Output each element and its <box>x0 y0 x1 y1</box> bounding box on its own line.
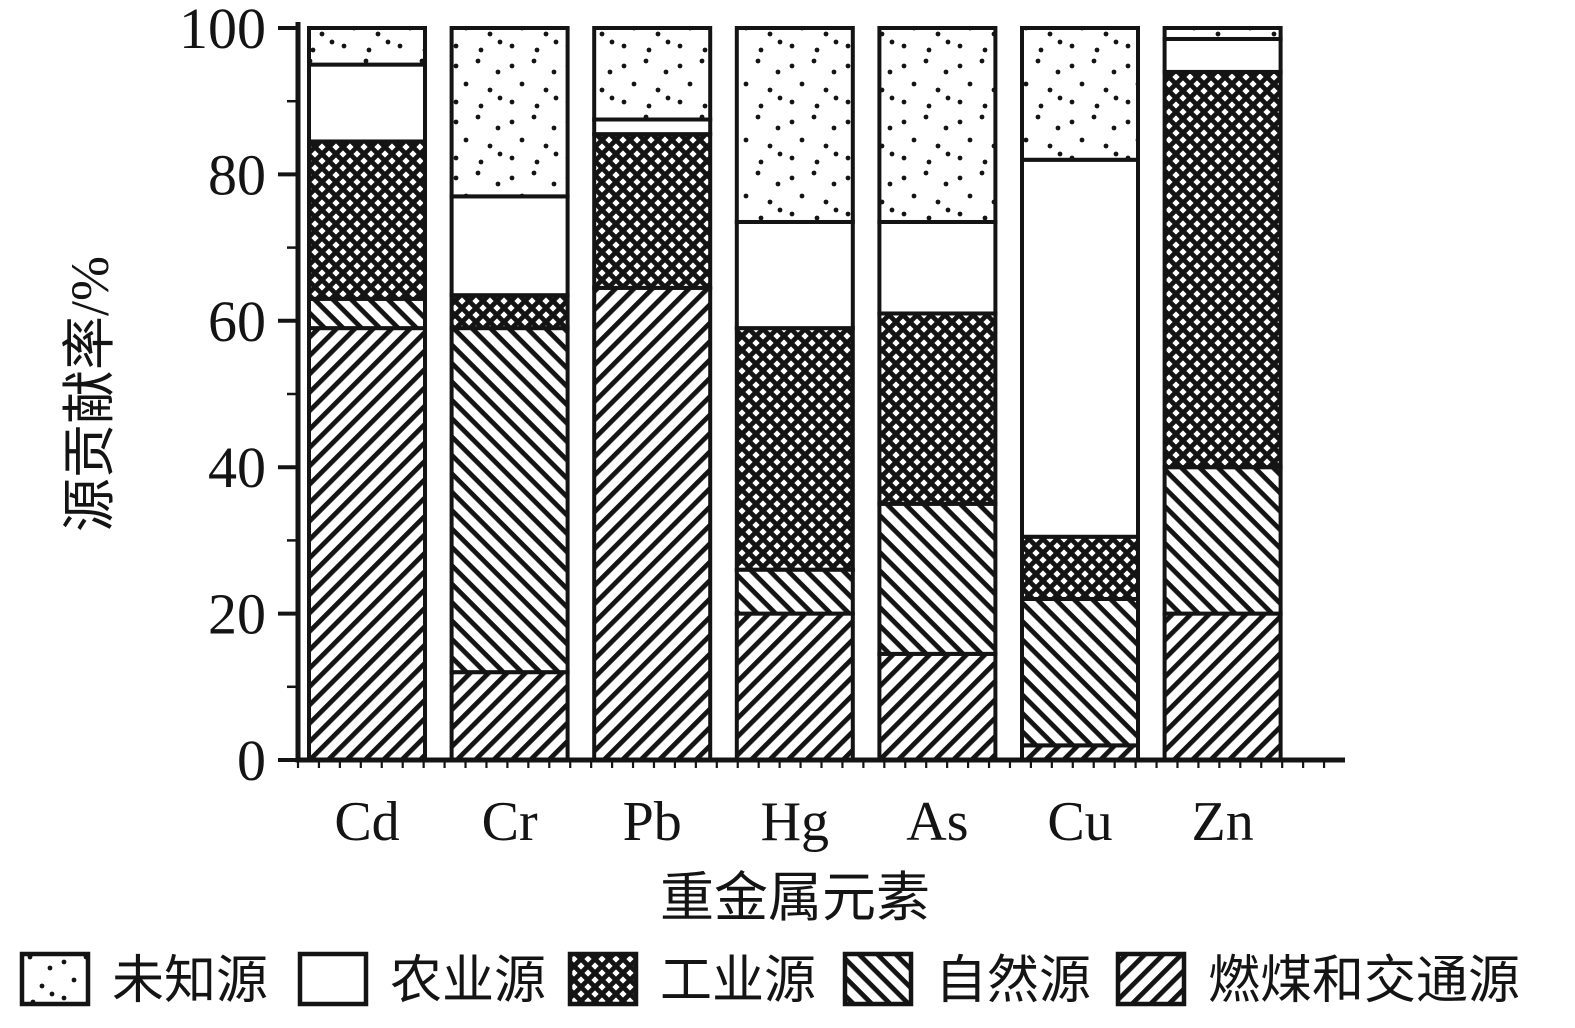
y-tick-label: 100 <box>179 0 266 61</box>
bar-segment-Pb <box>592 26 713 122</box>
bar-segment-As <box>877 501 998 656</box>
category-label-Pb: Pb <box>623 791 682 853</box>
bar-segment-Zn <box>1162 36 1283 74</box>
bar-segment-Cu <box>1020 157 1140 539</box>
bar-segment-Hg <box>734 26 855 224</box>
bar-segment-Cd <box>307 296 427 331</box>
y-tick-label: 0 <box>237 728 266 793</box>
bar-segment-Pb <box>592 285 713 762</box>
y-tick-label: 80 <box>208 142 266 207</box>
bar-segment-Cr <box>449 670 570 762</box>
legend: 未知源 农业源 工业源 自然源 燃煤和交通源 <box>19 951 1520 1010</box>
legend-swatch-crosshatch <box>567 951 639 1007</box>
bar-segment-Hg <box>734 611 855 762</box>
bar-segment-As <box>877 651 998 762</box>
x-axis-title: 重金属元素 <box>660 868 930 928</box>
bar-segment-Cr <box>449 26 570 199</box>
category-label-Cr: Cr <box>482 791 538 853</box>
legend-swatch-backslash-hatch <box>842 951 914 1007</box>
legend-label: 未知源 <box>112 953 268 1010</box>
bar-segment-Cu <box>1020 26 1140 162</box>
bar-segment-Cu <box>1020 596 1140 748</box>
bar-segment-Cd <box>307 26 427 67</box>
category-label-Hg: Hg <box>761 791 829 853</box>
legend-item: 工业源 <box>567 951 816 1010</box>
y-tick-label: 60 <box>208 289 266 354</box>
legend-item: 燃煤和交通源 <box>1115 951 1520 1010</box>
bar-segment-Hg <box>734 567 855 616</box>
bar-segment-Cd <box>307 139 427 301</box>
legend-item: 未知源 <box>19 951 268 1010</box>
bar-segment-Hg <box>734 219 855 331</box>
category-label-Cu: Cu <box>1047 791 1112 853</box>
bar-segment-Cd <box>307 62 427 144</box>
bar-segment-Cr <box>449 293 570 331</box>
y-tick-label: 40 <box>208 435 266 500</box>
bar-segment-As <box>877 311 998 506</box>
bar-segment-As <box>877 219 998 316</box>
legend-label: 工业源 <box>660 953 816 1010</box>
legend-swatch-dots <box>19 951 91 1007</box>
legend-label: 自然源 <box>935 953 1091 1010</box>
axes <box>278 22 1345 768</box>
bar-segment-Cd <box>307 326 427 762</box>
category-label-Cd: Cd <box>334 791 399 853</box>
bar-segment-As <box>877 26 998 224</box>
legend-item: 农业源 <box>297 951 546 1010</box>
y-tick-labels: 0 20 40 60 80 100 <box>179 0 266 793</box>
bar-segment-Zn <box>1162 69 1283 470</box>
bar-segment-Zn <box>1162 465 1283 616</box>
legend-swatch-blank <box>297 951 369 1007</box>
legend-label: 燃煤和交通源 <box>1208 953 1520 1010</box>
legend-swatch-slash-hatch <box>1115 951 1187 1007</box>
y-tick-label: 20 <box>208 582 266 647</box>
legend-label: 农业源 <box>390 953 546 1010</box>
bar-segment-Pb <box>592 117 713 137</box>
bar-segment-Hg <box>734 326 855 572</box>
bars <box>307 26 1283 762</box>
category-label-As: As <box>906 791 968 853</box>
bar-segment-Zn <box>1162 611 1283 762</box>
legend-item: 自然源 <box>842 951 1091 1010</box>
bar-segment-Zn <box>1162 26 1283 41</box>
y-axis-title: 源贡献率/% <box>60 256 120 532</box>
bar-segment-Cr <box>449 326 570 675</box>
bar-segment-Pb <box>592 132 713 290</box>
bar-segment-Cu <box>1020 534 1140 601</box>
bar-segment-Cr <box>449 194 570 298</box>
category-labels: Cd Cr Pb Hg As Cu Zn <box>334 791 1253 853</box>
category-label-Zn: Zn <box>1191 791 1253 853</box>
